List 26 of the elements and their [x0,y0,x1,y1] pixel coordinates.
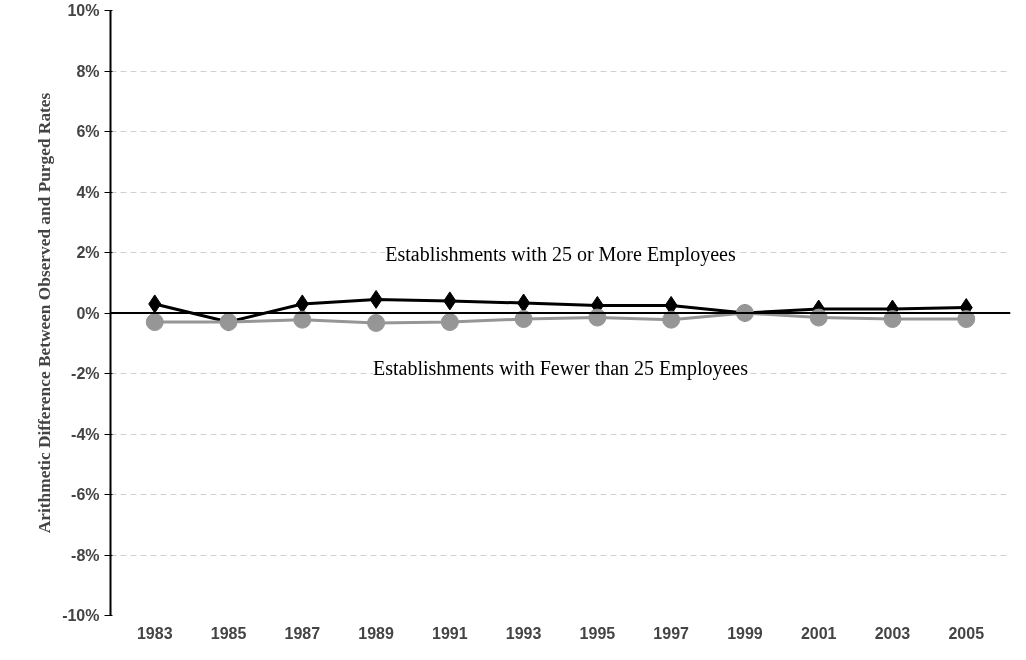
y-axis-title: Arithmetic Difference Between Observed and Purged Rates [35,92,55,534]
x-tick-label: 1983 [136,624,173,642]
y-tick-label: -8% [71,546,100,564]
y-tick-label: 0% [76,304,100,322]
y-tick-label: -4% [71,425,100,443]
y-tick-label: -10% [62,607,100,624]
x-tick-label: 1985 [210,624,247,642]
x-tick-label: 2001 [800,624,837,642]
series-label: Establishments with 25 or More Employees [385,243,736,267]
x-tick-label: 1993 [505,624,542,642]
y-tick-label: 10% [67,2,100,19]
x-tick-label: 2005 [948,624,985,642]
x-tick-label: 1989 [358,624,394,642]
y-tick-label: 6% [76,123,100,140]
x-tick-label: 1987 [284,624,321,642]
y-tick-label: -2% [71,365,100,382]
x-tick-label: 2003 [874,624,911,642]
x-tick-label: 1999 [727,624,763,642]
x-tick-label: 1995 [579,624,616,642]
x-tick-label: 1997 [653,624,690,642]
x-tick-label: 1991 [432,624,468,642]
y-tick-label: -6% [71,486,100,503]
y-tick-label: 4% [76,183,100,201]
series-label: Establishments with Fewer than 25 Employees [373,357,749,381]
y-tick-label: 8% [76,62,100,80]
y-tick-label: 2% [76,244,100,261]
